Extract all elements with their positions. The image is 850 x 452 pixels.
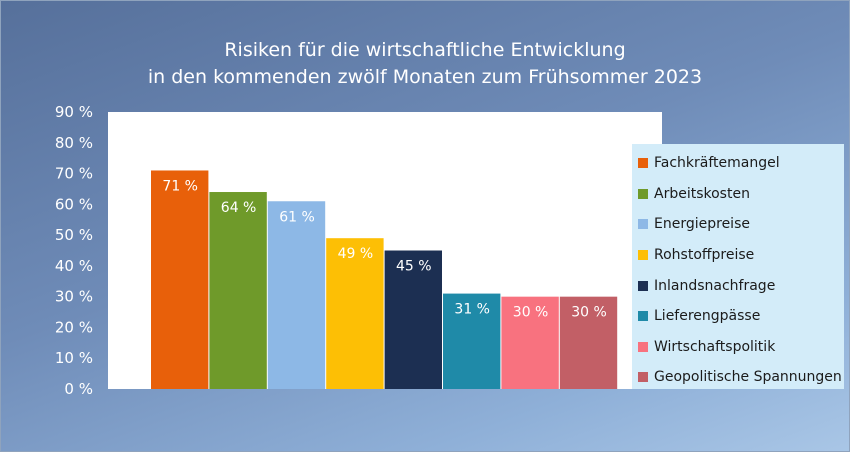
y-tick-label: 40 % bbox=[55, 257, 93, 275]
legend-swatch bbox=[638, 158, 648, 169]
y-tick-label: 20 % bbox=[55, 318, 93, 336]
legend-swatch bbox=[638, 372, 648, 383]
bar-data-label: 61 % bbox=[279, 209, 315, 225]
bar-data-label: 30 % bbox=[513, 305, 549, 321]
legend-swatch bbox=[638, 250, 648, 261]
bar bbox=[559, 296, 618, 389]
legend-swatch bbox=[638, 188, 648, 199]
chart-title-line-2: in den kommenden zwölf Monaten zum Frühs… bbox=[147, 66, 703, 88]
legend: Fachkräftemangel Arbeitskosten Energieprei… bbox=[632, 144, 844, 389]
legend-item: Arbeitskosten bbox=[632, 179, 844, 210]
data-labels: 71 % 64 % 61 % 49 % 45 % 31 % 30 % 30 % bbox=[162, 178, 606, 320]
bar bbox=[267, 201, 326, 389]
legend-item: Energiepreise bbox=[632, 209, 844, 240]
bar bbox=[326, 238, 384, 389]
bar bbox=[443, 293, 501, 389]
legend-label: Energiepreise bbox=[654, 216, 750, 233]
legend-item: Lieferengpässe bbox=[632, 301, 844, 332]
bars bbox=[151, 170, 618, 389]
bar bbox=[209, 192, 267, 389]
legend-label: Fachkräftemangel bbox=[654, 155, 780, 172]
bar-data-label: 71 % bbox=[162, 178, 198, 194]
bar-data-label: 45 % bbox=[396, 259, 432, 275]
legend-item: Rohstoffpreise bbox=[632, 240, 844, 271]
chart-title-line-1: Risiken für die wirtschaftliche Entwickl… bbox=[224, 39, 626, 61]
legend-label: Rohstoffpreise bbox=[654, 247, 755, 264]
legend-item: Geopolitische Spannungen bbox=[632, 362, 844, 393]
legend-label: Geopolitische Spannungen bbox=[654, 369, 842, 386]
legend-item: Inlandsnachfrage bbox=[632, 270, 844, 301]
legend-item: Fachkräftemangel bbox=[632, 148, 844, 179]
legend-swatch bbox=[638, 341, 648, 352]
y-tick-label: 0 % bbox=[64, 380, 93, 398]
bar-data-label: 30 % bbox=[571, 305, 607, 321]
bar-data-label: 64 % bbox=[221, 200, 257, 216]
bar-data-label: 31 % bbox=[454, 302, 490, 318]
y-tick-label: 90 % bbox=[55, 103, 93, 121]
y-tick-label: 30 % bbox=[55, 288, 93, 306]
legend-swatch bbox=[638, 219, 648, 230]
y-tick-label: 80 % bbox=[55, 134, 93, 152]
y-tick-label: 50 % bbox=[55, 226, 93, 244]
y-axis-ticks: 0 % 10 % 20 % 30 % 40 % 50 % 60 % 70 % 80 % 90 % bbox=[55, 103, 93, 398]
y-tick-label: 70 % bbox=[55, 165, 93, 183]
bar bbox=[501, 296, 559, 389]
bar bbox=[151, 170, 209, 389]
legend-swatch bbox=[638, 311, 648, 322]
legend-swatch bbox=[638, 280, 648, 291]
bar bbox=[384, 250, 442, 389]
y-tick-label: 10 % bbox=[55, 349, 93, 367]
y-tick-label: 60 % bbox=[55, 195, 93, 213]
bar-data-label: 49 % bbox=[338, 246, 374, 262]
legend-label: Wirtschaftspolitik bbox=[654, 338, 776, 355]
legend-label: Lieferengpässe bbox=[654, 308, 761, 325]
legend-label: Arbeitskosten bbox=[654, 185, 750, 202]
chart-title: Risiken für die wirtschaftliche Entwickl… bbox=[1, 37, 849, 91]
legend-label: Inlandsnachfrage bbox=[654, 277, 776, 294]
legend-item: Wirtschaftspolitik bbox=[632, 332, 844, 363]
